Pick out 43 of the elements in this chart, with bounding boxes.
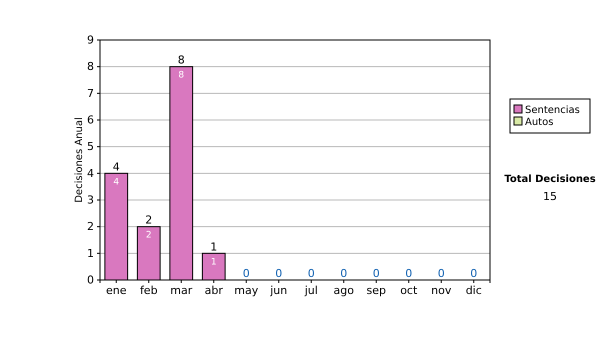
text: Total Decisiones [504,174,596,185]
y-tick-label: 3 [87,194,94,207]
y-tick-label: 2 [87,220,94,234]
y-axis-title: Decisiones Anual [74,117,85,203]
total-label: 0 [340,267,348,280]
x-tick-label: nov [431,284,452,297]
data-label: 8 [178,70,184,81]
total-label: 4 [112,160,120,174]
x-tick-label: dic [466,284,482,297]
x-tick-label: ene [106,284,127,297]
data-label: 2 [146,230,152,241]
data-label: 4 [113,177,120,188]
data-label: 1 [210,257,217,268]
legend-label: Autos [525,117,554,128]
y-tick-label: 0 [87,274,94,287]
x-tick-label: feb [140,284,158,297]
total-label: 0 [470,267,478,280]
x-tick-label: sep [366,284,386,297]
y-tick-label: 8 [87,60,94,74]
x-tick-label: may [234,284,259,297]
x-tick-label: ago [334,284,354,297]
total-label: 8 [178,54,185,67]
x-tick-label: jun [269,284,288,297]
total-label: 0 [438,267,445,280]
y-tick-label: 5 [87,140,94,154]
x-tick-label: mar [170,284,193,297]
y-tick-label: 1 [87,246,94,260]
y-tick-label: 9 [87,34,94,47]
y-tick-label: 7 [87,86,94,100]
x-tick-label: abr [204,284,224,297]
total-label: 0 [372,267,380,280]
x-tick-label: oct [400,284,418,297]
y-tick-label: 6 [87,114,94,127]
total-label: 0 [405,267,412,280]
x-tick-label: jul [304,284,318,297]
text: 15 [543,190,557,203]
legend-label: Sentencias [525,105,580,116]
total-label: 0 [275,267,282,280]
total-label: 1 [210,240,218,254]
y-tick-label: 4 [87,166,94,180]
total-label: 0 [242,267,250,280]
total-label: 2 [145,214,152,227]
total-label: 0 [308,267,315,280]
